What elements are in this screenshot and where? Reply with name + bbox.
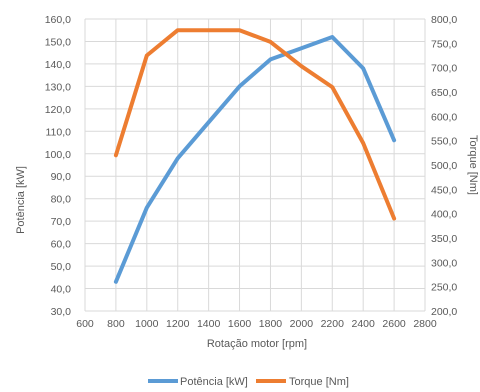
legend-label-potencia: Potência [kW] [180, 376, 248, 388]
x-tick-label: 2200 [321, 318, 345, 330]
y-tick-label: 70,0 [51, 216, 72, 228]
x-tick-label: 1200 [166, 318, 190, 330]
y-tick-label: 150,0 [45, 36, 71, 48]
x-tick-label: 1000 [135, 318, 159, 330]
y2-tick-label: 450,0 [431, 184, 457, 196]
x-tick-label: 2000 [290, 318, 314, 330]
y-tick-label: 110,0 [46, 126, 72, 138]
x-axis-title: Rotação motor [rpm] [207, 338, 307, 350]
y2-tick-label: 200,0 [431, 306, 457, 318]
series-line-torque [113, 28, 397, 221]
legend: Potência [kW] Torque [Nm] [148, 376, 349, 388]
x-tick-label: 1800 [259, 318, 283, 330]
y-tick-label: 100,0 [45, 149, 71, 161]
y2-axis-title: Torque [Nm] [467, 135, 479, 195]
x-tick-label: 600 [76, 318, 94, 330]
y-tick-label: 60,0 [51, 239, 72, 251]
y-tick-label: 80,0 [51, 194, 72, 206]
x-tick-label: 2400 [352, 318, 376, 330]
legend-label-torque: Torque [Nm] [289, 376, 349, 388]
gridlines [84, 18, 426, 312]
y2-tick-label: 600,0 [431, 111, 457, 123]
x-tick-label: 1600 [228, 318, 252, 330]
x-tick-label: 1400 [197, 318, 221, 330]
y-tick-label: 120,0 [45, 104, 71, 116]
x-tick-label: 800 [107, 318, 125, 330]
y2-tick-label: 750,0 [431, 38, 457, 50]
y-tick-label: 140,0 [45, 59, 71, 71]
series-line-potencia [113, 35, 397, 284]
y2-axis-ticks: 200,0 250,0 300,0 350,0 400,0 450,0 500,0 550,0… [431, 14, 457, 318]
series-lines [113, 28, 397, 284]
x-axis-ticks: 600 800 1000 1200 1400 1600 1800 2000 2200 2400 26… [76, 318, 437, 330]
y-tick-label: 160,0 [45, 14, 71, 26]
y-tick-label: 40,0 [51, 284, 72, 296]
y2-tick-label: 400,0 [431, 209, 457, 221]
y2-tick-label: 250,0 [431, 282, 457, 294]
y2-tick-label: 500,0 [431, 160, 457, 172]
y2-tick-label: 300,0 [431, 257, 457, 269]
x-tick-label: 2800 [413, 318, 437, 330]
y2-tick-label: 350,0 [431, 233, 457, 245]
y2-tick-label: 550,0 [431, 136, 457, 148]
y-axis-ticks: 30,0 40,0 50,0 60,0 70,0 80,0 90,0 100,0 110,0 12… [45, 14, 71, 318]
y-tick-label: 30,0 [51, 306, 72, 318]
y-tick-label: 50,0 [51, 261, 72, 273]
y-axis-title: Potência [kW] [15, 166, 27, 234]
y-tick-label: 130,0 [45, 81, 71, 93]
y2-tick-label: 800,0 [431, 14, 457, 26]
x-tick-label: 2600 [382, 318, 406, 330]
y-tick-label: 90,0 [51, 171, 72, 183]
y2-tick-label: 700,0 [431, 63, 457, 75]
y2-tick-label: 650,0 [431, 87, 457, 99]
